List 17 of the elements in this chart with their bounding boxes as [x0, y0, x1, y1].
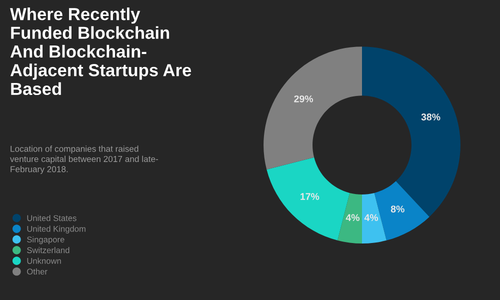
donut-slice [362, 192, 386, 244]
legend-label: Unknown [27, 258, 61, 264]
legend-label: Singapore [27, 236, 64, 244]
legend-label: Switzerland [27, 247, 70, 254]
data-label: 4% [346, 214, 360, 222]
data-label: 8% [390, 206, 404, 212]
data-label: 38% [421, 114, 440, 120]
chart-title: Where Recently Funded Blockchain And Blockchain- Adjacent Startups Are Based [10, 8, 192, 96]
donut-slice [264, 46, 362, 170]
data-label: 17% [300, 193, 320, 200]
text: Location of companies that raised venture capital between 2017 and late- February 2018. [10, 146, 158, 174]
legend-label: United States [27, 214, 76, 222]
data-label: 29% [294, 95, 314, 102]
data-label: 4% [364, 214, 378, 222]
legend-label: United Kingdom [27, 226, 86, 234]
donut-slice [338, 192, 362, 244]
legend-label: Other [27, 268, 48, 275]
